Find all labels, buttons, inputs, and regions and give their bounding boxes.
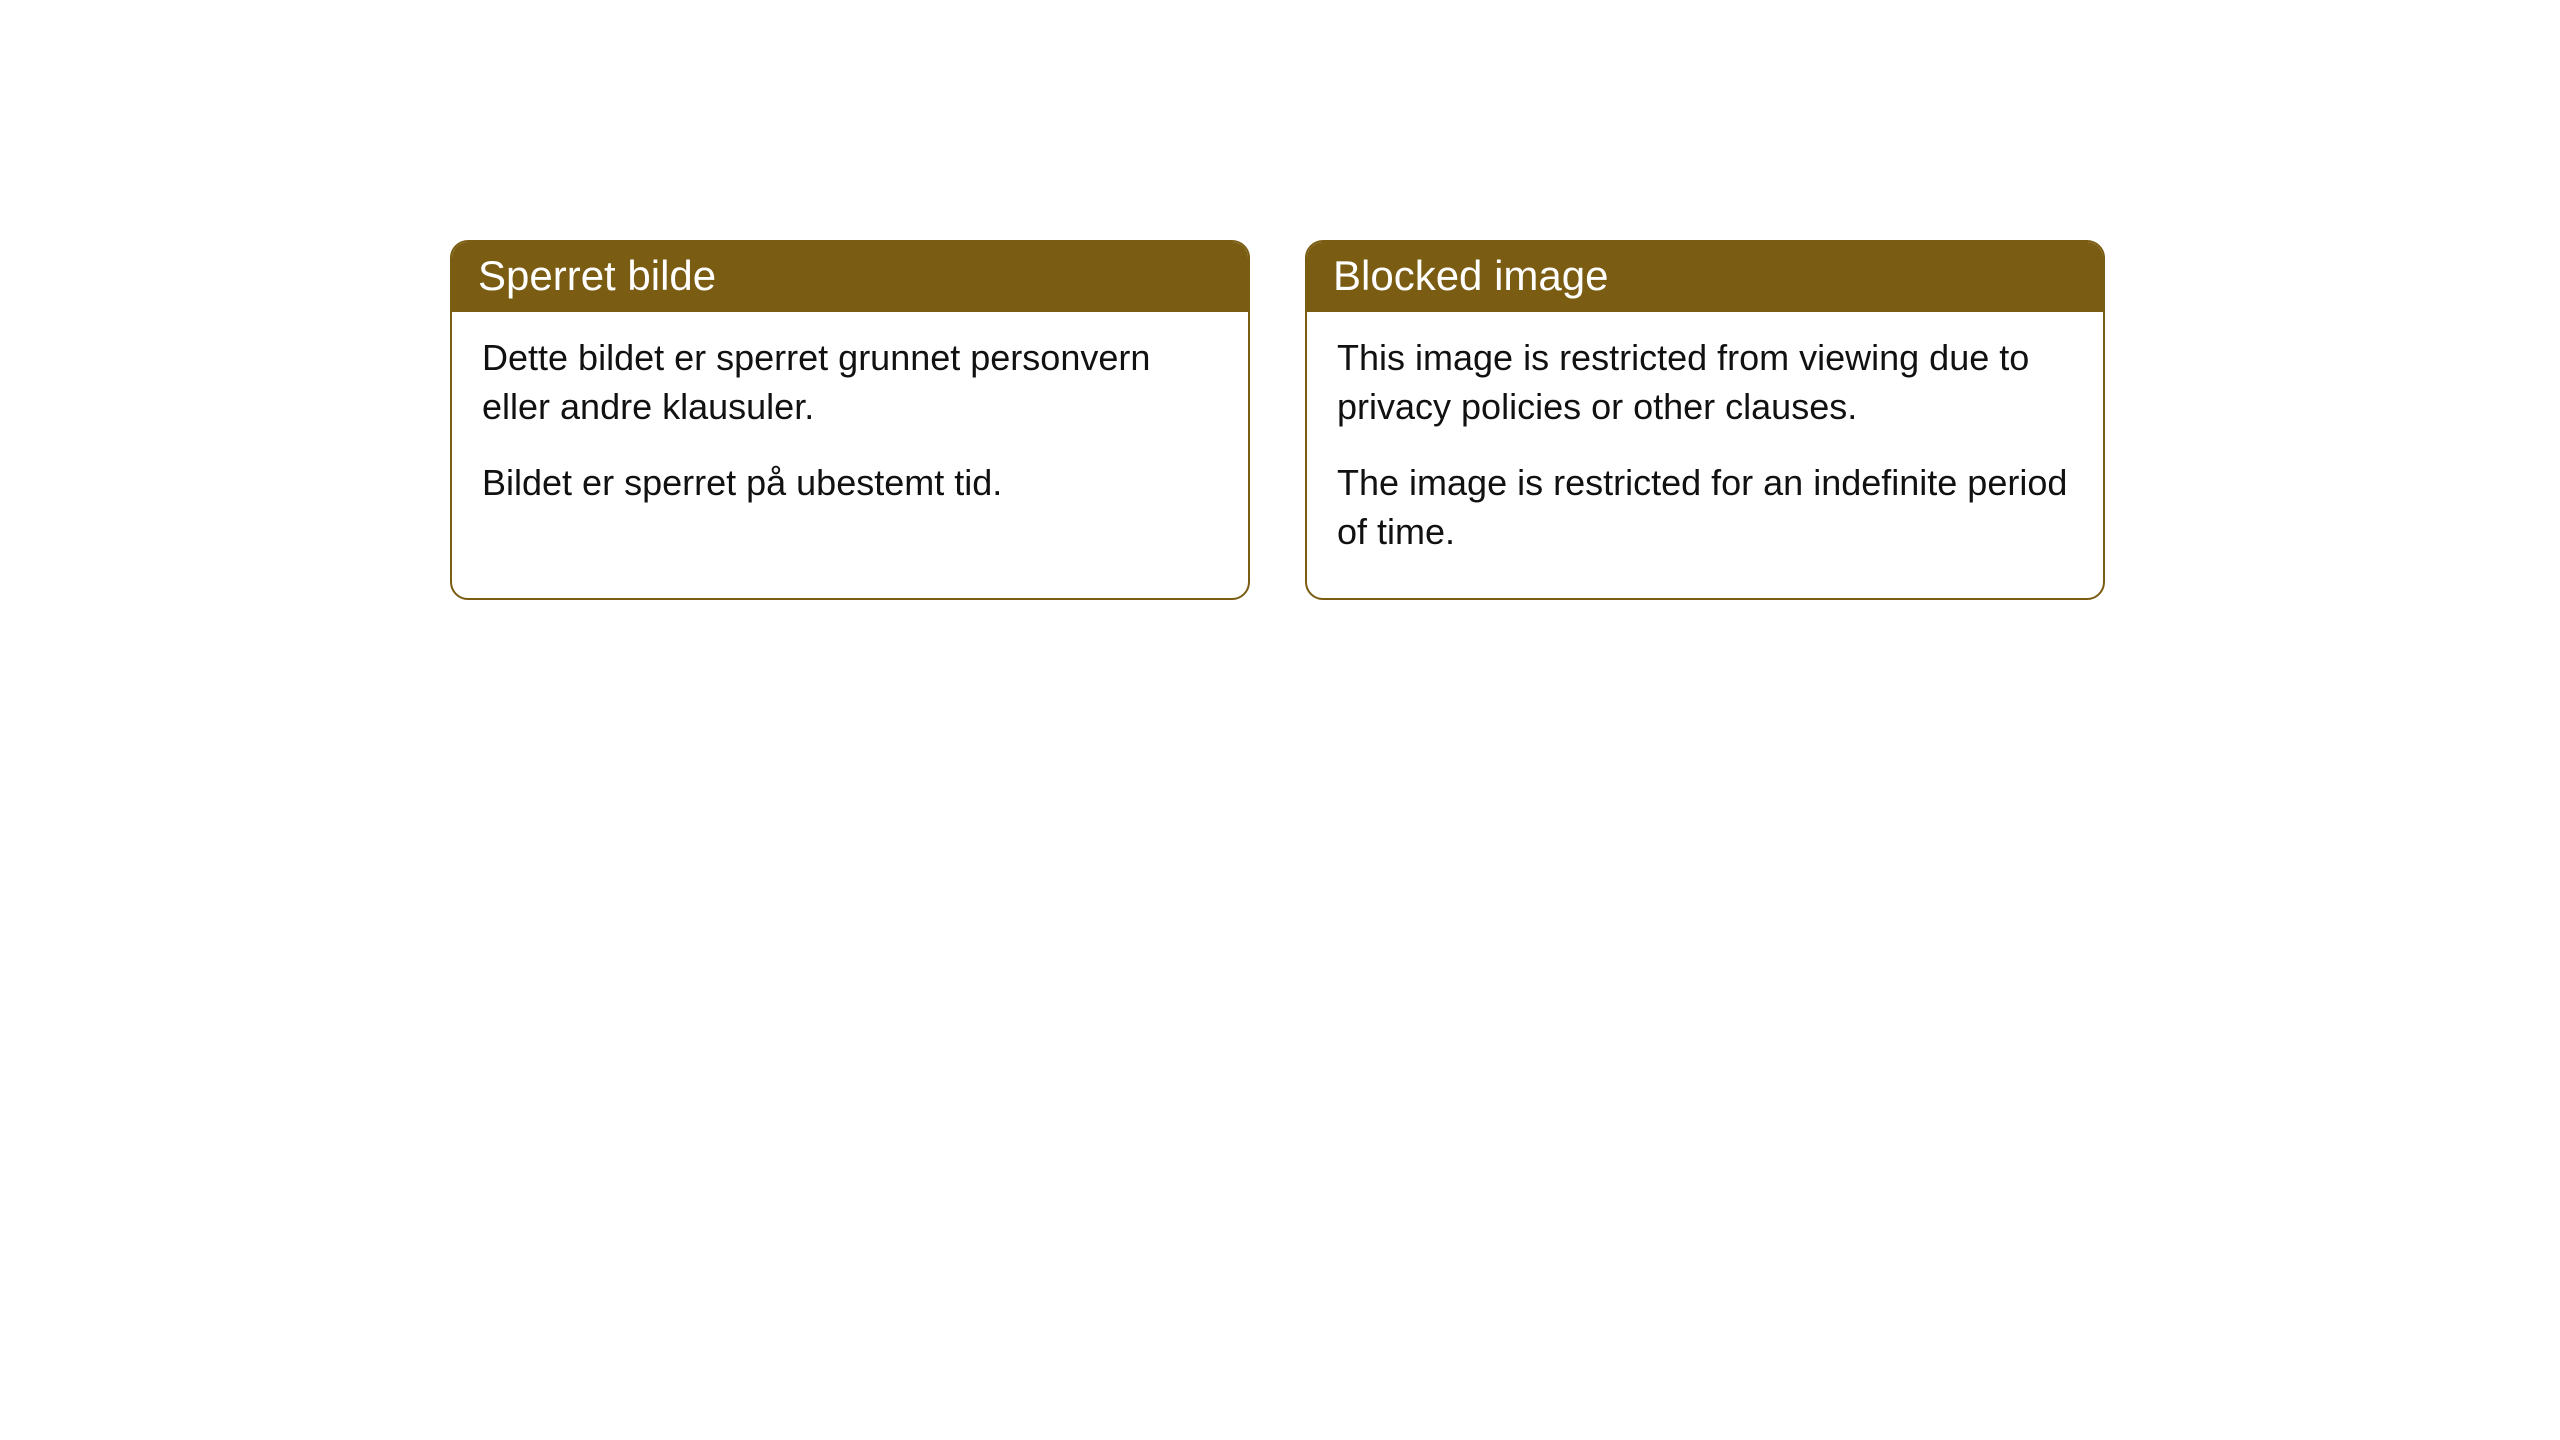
card-paragraph: Dette bildet er sperret grunnet personve… <box>482 334 1218 431</box>
card-title: Sperret bilde <box>452 242 1248 312</box>
card-paragraph: The image is restricted for an indefinit… <box>1337 459 2073 556</box>
card-title: Blocked image <box>1307 242 2103 312</box>
card-body: This image is restricted from viewing du… <box>1307 312 2103 598</box>
cards-container: Sperret bilde Dette bildet er sperret gr… <box>0 0 2560 600</box>
card-paragraph: This image is restricted from viewing du… <box>1337 334 2073 431</box>
blocked-image-card-en: Blocked image This image is restricted f… <box>1305 240 2105 600</box>
card-paragraph: Bildet er sperret på ubestemt tid. <box>482 459 1218 508</box>
blocked-image-card-no: Sperret bilde Dette bildet er sperret gr… <box>450 240 1250 600</box>
card-body: Dette bildet er sperret grunnet personve… <box>452 312 1248 550</box>
